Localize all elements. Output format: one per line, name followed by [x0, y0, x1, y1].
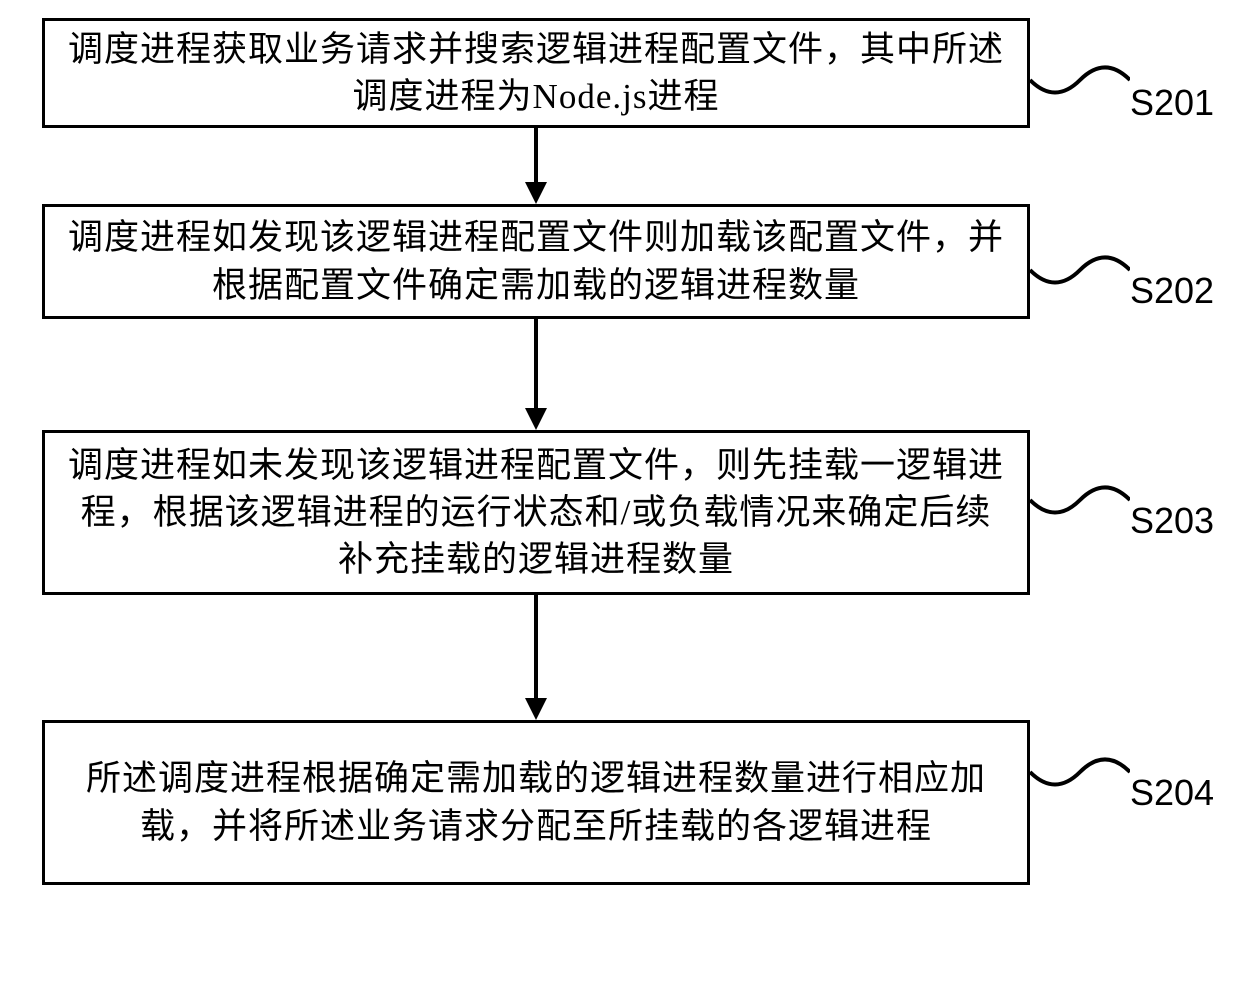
arrow-line-2	[534, 319, 538, 408]
curve-s204	[1030, 747, 1130, 797]
step-box-s202: 调度进程如发现该逻辑进程配置文件则加载该配置文件，并根据配置文件确定需加载的逻辑…	[42, 204, 1030, 319]
arrow-head-1	[525, 182, 547, 204]
flowchart-container: 调度进程获取业务请求并搜索逻辑进程配置文件，其中所述调度进程为Node.js进程…	[0, 0, 1240, 982]
curve-s203	[1030, 475, 1130, 525]
step-text-s203: 调度进程如未发现该逻辑进程配置文件，则先挂载一逻辑进程，根据该逻辑进程的运行状态…	[65, 442, 1007, 584]
step-box-s201: 调度进程获取业务请求并搜索逻辑进程配置文件，其中所述调度进程为Node.js进程	[42, 18, 1030, 128]
step-label-s203: S203	[1130, 500, 1214, 542]
arrow-head-2	[525, 408, 547, 430]
step-label-s204: S204	[1130, 772, 1214, 814]
arrow-line-3	[534, 595, 538, 698]
step-label-s201: S201	[1130, 82, 1214, 124]
curve-s202	[1030, 245, 1130, 295]
step-box-s204: 所述调度进程根据确定需加载的逻辑进程数量进行相应加载，并将所述业务请求分配至所挂…	[42, 720, 1030, 885]
step-text-s204: 所述调度进程根据确定需加载的逻辑进程数量进行相应加载，并将所述业务请求分配至所挂…	[65, 755, 1007, 850]
curve-s201	[1030, 55, 1130, 105]
step-box-s203: 调度进程如未发现该逻辑进程配置文件，则先挂载一逻辑进程，根据该逻辑进程的运行状态…	[42, 430, 1030, 595]
arrow-line-1	[534, 128, 538, 182]
step-text-s201: 调度进程获取业务请求并搜索逻辑进程配置文件，其中所述调度进程为Node.js进程	[65, 26, 1007, 121]
arrow-head-3	[525, 698, 547, 720]
step-text-s202: 调度进程如发现该逻辑进程配置文件则加载该配置文件，并根据配置文件确定需加载的逻辑…	[65, 214, 1007, 309]
step-label-s202: S202	[1130, 270, 1214, 312]
